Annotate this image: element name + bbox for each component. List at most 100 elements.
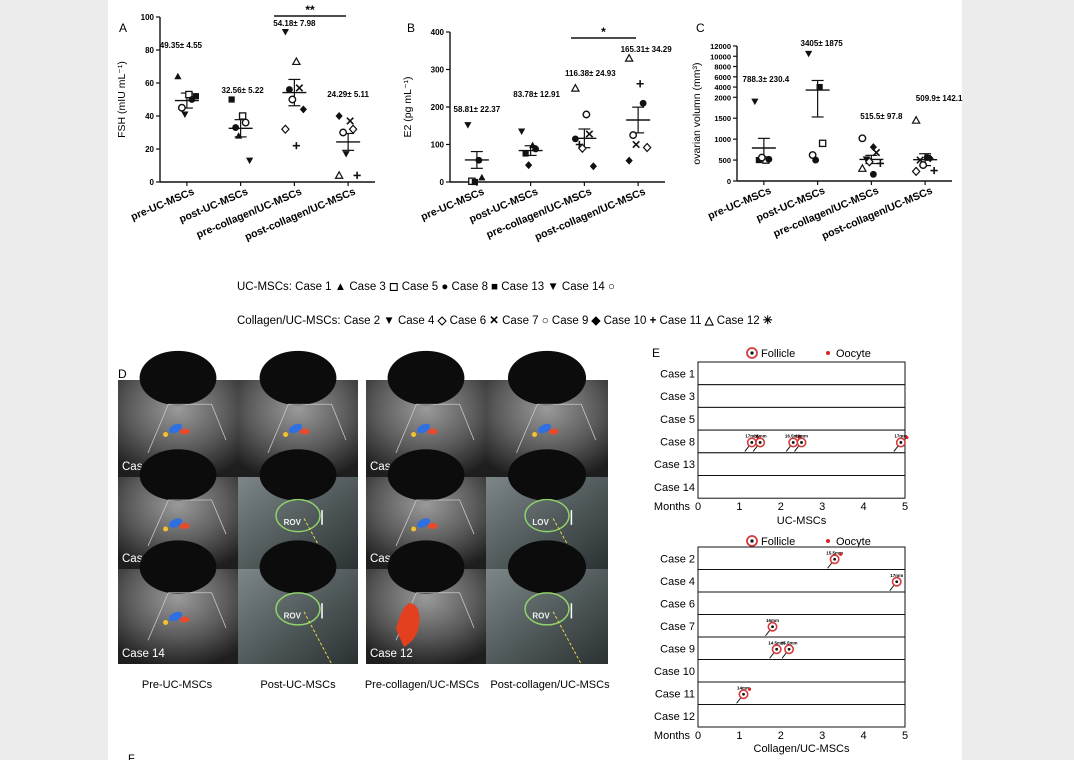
data-point: [629, 131, 638, 140]
y-tick-label: 60: [145, 79, 154, 88]
doppler-box: [147, 499, 227, 547]
timeline-case-label: Case 9: [660, 643, 695, 655]
probe-shadow: [507, 449, 587, 501]
probe-shadow: [139, 449, 217, 501]
y-tick-label: 12000: [710, 42, 731, 51]
legend-case-label: Case 8: [448, 281, 491, 293]
month-tick-label: 5: [902, 730, 908, 742]
y-tick-label: 40: [145, 112, 154, 121]
doppler-flow-red: [396, 603, 420, 647]
mean-label: 49.35± 4.55: [160, 41, 203, 50]
timeline-case-label: Case 4: [660, 576, 695, 588]
doppler-flow-red: [179, 428, 190, 435]
legend-follicle-label: Follicle: [761, 348, 795, 360]
data-point: [812, 156, 820, 164]
doppler-flow-red: [179, 523, 190, 529]
ovary-outline: [275, 498, 321, 533]
ultrasound-image: Case 5: [118, 350, 238, 477]
panel-d-caption: Post-collagen/UC-MSCs: [490, 679, 610, 691]
y-tick-label: 200: [431, 103, 445, 112]
follicle-size-label: 15.5mm: [826, 550, 843, 555]
data-point: [291, 56, 301, 66]
timeline-case-label: Case 6: [660, 598, 695, 610]
legend-follicle-label: Follicle: [761, 536, 795, 548]
ultrasound-image: [238, 350, 358, 477]
panel-letter: B: [407, 21, 415, 35]
probe-shadow: [387, 350, 465, 406]
follicle-icon-core: [750, 539, 754, 543]
probe-shadow: [139, 540, 217, 594]
mean-label: 116.38± 24.93: [565, 69, 616, 78]
y-tick-label: 1000: [714, 135, 731, 144]
legend-marker-icon: ▲: [335, 281, 346, 293]
legend-case-label: Case 12: [714, 315, 763, 327]
mean-label: 83.78± 12.91: [513, 90, 560, 99]
data-point: [632, 140, 640, 149]
follicle-marker-core: [895, 580, 899, 584]
y-tick-label: 100: [431, 141, 445, 150]
oocyte-marker: [905, 435, 909, 440]
ovary-outline: [524, 592, 570, 626]
y-tick-label: 500: [718, 156, 731, 165]
doppler-flow-yellow: [532, 432, 538, 437]
month-tick-label: 1: [736, 501, 742, 513]
timeline-case-label: Case 1: [660, 368, 695, 380]
y-tick-label: 6000: [714, 73, 731, 82]
timeline-title: UC-MSCs: [777, 515, 827, 527]
mean-label: 788.3± 230.4: [743, 75, 790, 84]
legend-case-label: Case 6: [446, 315, 489, 327]
doppler-flow-red: [299, 428, 310, 435]
timeline-chart: Case 1 Case 3 Case 5 Case 8 Case 13 Case 14 Mo…: [654, 361, 909, 527]
data-point: [471, 178, 478, 186]
month-tick-label: 0: [695, 501, 701, 513]
data-point: [174, 72, 182, 80]
probe-shadow: [507, 350, 587, 406]
follicle-size-label: 19mm: [795, 433, 808, 438]
oocyte-marker: [839, 552, 843, 556]
timeline-row: [697, 614, 906, 638]
doppler-flow-blue: [169, 518, 183, 528]
data-point: [911, 166, 921, 177]
data-point: [532, 145, 540, 153]
doppler-flow-yellow: [163, 432, 169, 437]
y-axis-label: FSH (mIU mL⁻¹): [116, 61, 128, 138]
doppler-flow-yellow: [283, 432, 289, 437]
ultrasound-image: Case 4: [366, 350, 486, 477]
oocyte-icon: [826, 351, 830, 355]
month-tick-label: 2: [778, 730, 784, 742]
doppler-flow-red: [548, 428, 559, 435]
probe-shadow: [259, 449, 337, 501]
legend-case-label: Case 7: [499, 315, 542, 327]
probe-shadow: [259, 540, 337, 594]
data-point: [911, 115, 921, 124]
data-point: [765, 155, 773, 163]
data-point: [808, 151, 817, 159]
legend-marker-icon: ◆: [591, 315, 602, 327]
follicle-marker-core: [758, 441, 762, 444]
data-point: [525, 161, 533, 170]
mean-label: 165.31± 34.29: [621, 45, 673, 54]
data-point: [353, 171, 361, 179]
probe-shadow: [507, 540, 587, 594]
data-point: [518, 128, 526, 135]
mean-label: 54.18± 7.98: [273, 19, 316, 28]
legend-marker-icon: ▼: [547, 281, 558, 293]
follicle-size-label: 16mm: [766, 618, 779, 623]
mean-label: 58.81± 22.37: [454, 105, 501, 114]
data-point: [876, 159, 884, 168]
timeline-row: [697, 659, 906, 683]
timeline-row: [697, 704, 906, 728]
probe-shadow: [259, 350, 337, 406]
legend-prefix: UC-MSCs:: [237, 281, 295, 293]
legend-case-label: Case 9: [549, 315, 592, 327]
ultrasound-image: ROV: [486, 540, 608, 665]
data-point: [862, 156, 870, 163]
data-point: [585, 130, 594, 138]
data-point: [857, 163, 867, 172]
data-point: [930, 166, 938, 175]
follicle-size-label: 14.5mm: [768, 640, 785, 645]
timeline-case-label: Case 10: [654, 666, 695, 678]
timeline-row: [697, 681, 906, 705]
timeline-row: [697, 384, 906, 408]
timeline-row: [697, 636, 906, 660]
